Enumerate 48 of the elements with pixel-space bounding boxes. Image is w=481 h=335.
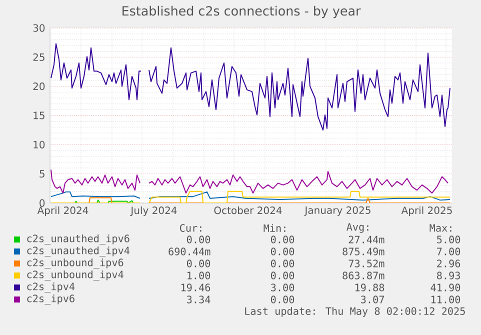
text: 875.49m: [342, 248, 384, 256]
text: 8.93: [436, 272, 460, 280]
text: 3.07: [361, 296, 384, 304]
text: 5.00: [437, 236, 460, 244]
text: 41.90: [430, 284, 460, 292]
y-tick-label: 10: [34, 140, 45, 148]
text: 3.00: [271, 284, 294, 292]
y-tick-label: 25: [33, 53, 44, 61]
text: 0.00: [186, 236, 210, 244]
x-tick-label: April 2024: [37, 206, 88, 216]
text: 11.00: [431, 296, 460, 304]
y-tick-label: 15: [34, 112, 44, 120]
y-tick-label: 0: [40, 199, 45, 207]
legend-label: c2s_unbound_ipv6: [27, 258, 124, 269]
text: 73.52m: [348, 260, 384, 268]
text: Cur:: [180, 224, 202, 232]
text: 19.88: [355, 284, 384, 292]
text: Avg:: [346, 223, 368, 233]
legend-label: c2s_unbound_ipv4: [27, 270, 124, 281]
x-tick-label: July 2024: [130, 206, 177, 216]
legend-label: c2s_ipv6: [27, 294, 74, 305]
text: Last update: Thu May 8 02:00:12 2025: [245, 307, 465, 317]
text: 690.44m: [168, 248, 210, 256]
text: 19.46: [181, 284, 210, 292]
text: 7.00: [437, 248, 460, 256]
text: 1.00: [188, 272, 210, 280]
x-tick-label: October 2024: [214, 206, 282, 214]
text: 863.87m: [342, 272, 384, 280]
y-tick-label: 20: [33, 82, 45, 90]
chart-title: Established c2s connections - by year: [122, 6, 361, 18]
text: 2.96: [437, 260, 460, 268]
legend-label: c2s_unauthed_ipv4: [27, 246, 130, 257]
y-tick-label: 30: [33, 24, 45, 32]
text: 0.00: [270, 296, 294, 304]
text: 0.00: [270, 260, 294, 268]
text: 3.34: [187, 296, 210, 304]
legend-label: c2s_ipv4: [27, 282, 75, 293]
x-tick-label: April 2025: [401, 206, 452, 216]
text: 0.00: [270, 236, 294, 244]
text: 0.00: [270, 272, 294, 280]
legend-label: c2s_unauthed_ipv6: [27, 234, 130, 245]
x-tick-label: January 2025: [304, 206, 370, 216]
text: 0.00: [270, 248, 294, 256]
text: 27.44m: [348, 236, 384, 244]
text: Max:: [430, 224, 452, 232]
text: Min:: [264, 224, 286, 232]
text: 0.00: [186, 260, 210, 268]
y-tick-label: 5: [40, 170, 44, 178]
